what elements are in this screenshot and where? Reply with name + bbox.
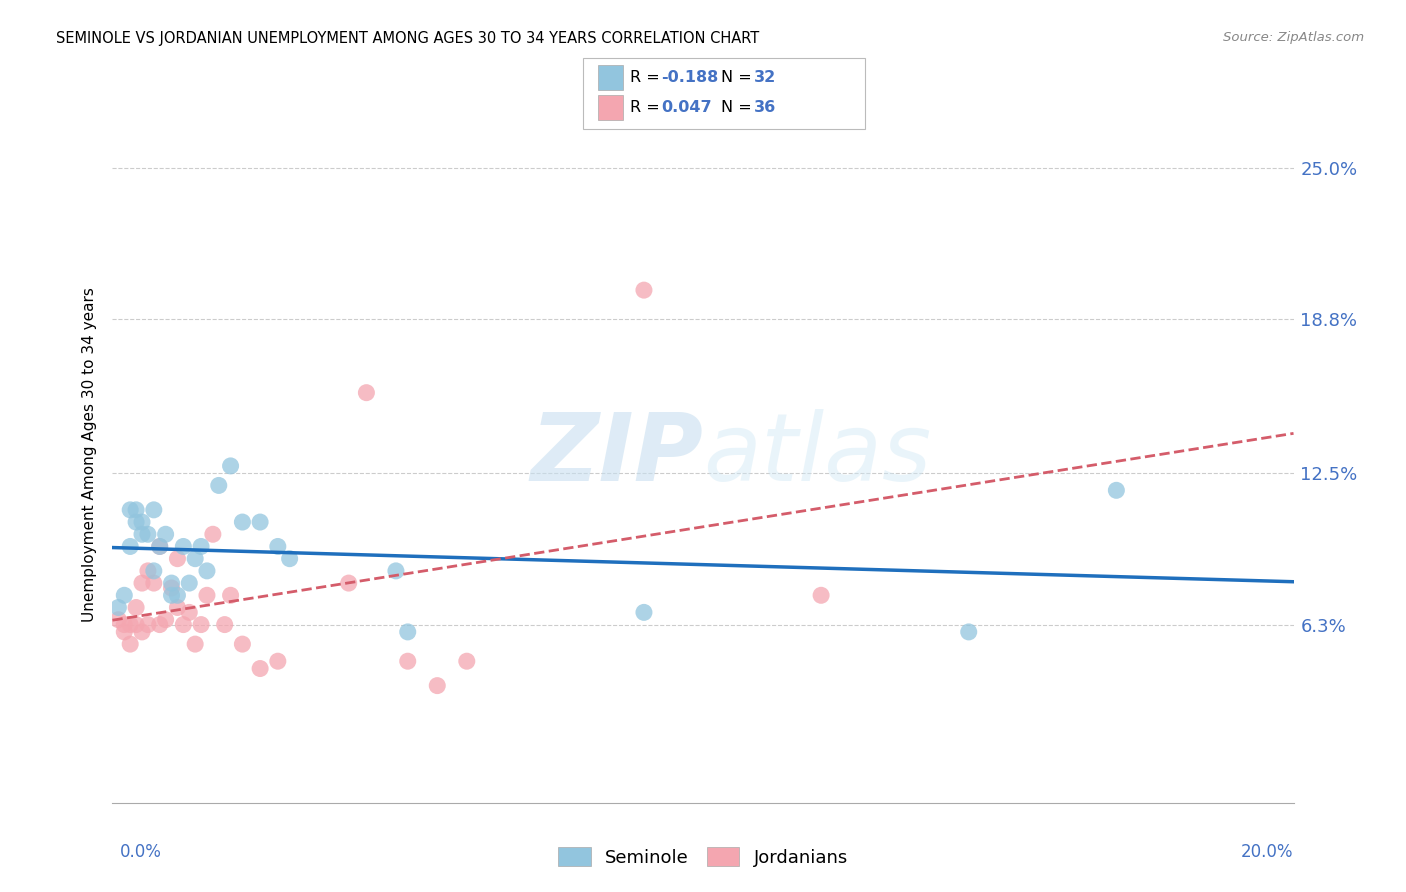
Y-axis label: Unemployment Among Ages 30 to 34 years: Unemployment Among Ages 30 to 34 years (82, 287, 97, 623)
Point (184, 551, 207, 566)
Point (201, 527, 224, 541)
Point (195, 588, 218, 602)
Text: R =: R = (630, 70, 665, 85)
Point (267, 654, 290, 668)
Point (131, 527, 153, 541)
Point (214, 617, 236, 632)
Point (179, 576, 201, 591)
Point (136, 564, 159, 578)
Point (131, 515, 153, 529)
Point (179, 606, 201, 620)
Point (219, 458, 242, 473)
Point (172, 617, 194, 632)
Point (267, 540, 290, 554)
Point (633, 606, 655, 620)
Point (208, 478, 231, 492)
Point (810, 588, 832, 602)
Point (231, 637, 253, 651)
Point (231, 515, 253, 529)
Point (160, 581, 183, 595)
Point (385, 564, 408, 578)
Point (195, 564, 218, 578)
Point (172, 540, 194, 554)
Point (142, 564, 165, 578)
Text: -0.188: -0.188 (661, 70, 718, 85)
Point (107, 613, 129, 627)
Text: atlas: atlas (703, 409, 931, 500)
Text: ZIP: ZIP (530, 409, 703, 501)
Point (142, 503, 165, 517)
Point (456, 654, 478, 668)
Point (219, 588, 242, 602)
Text: 0.047: 0.047 (661, 101, 711, 115)
Point (125, 617, 148, 632)
Point (356, 385, 378, 400)
Legend: Seminole, Jordanians: Seminole, Jordanians (551, 840, 855, 874)
Point (249, 515, 271, 529)
Point (131, 576, 153, 591)
Point (112, 617, 135, 632)
Point (107, 600, 129, 615)
Text: R =: R = (630, 101, 665, 115)
Text: 20.0%: 20.0% (1241, 843, 1294, 861)
Point (149, 540, 172, 554)
Point (184, 637, 207, 651)
Point (160, 588, 183, 602)
Point (166, 588, 188, 602)
Point (149, 617, 172, 632)
Point (131, 624, 153, 639)
Point (160, 576, 183, 591)
Text: 0.0%: 0.0% (120, 843, 162, 861)
Point (957, 624, 980, 639)
Point (136, 527, 159, 541)
Point (155, 527, 177, 541)
Point (426, 679, 449, 693)
Point (125, 600, 148, 615)
Point (120, 637, 142, 651)
Point (190, 617, 212, 632)
Text: Source: ZipAtlas.com: Source: ZipAtlas.com (1223, 31, 1364, 45)
Point (125, 503, 148, 517)
Point (120, 540, 142, 554)
Point (136, 617, 159, 632)
Text: N =: N = (721, 101, 758, 115)
Point (396, 624, 419, 639)
Point (142, 576, 165, 591)
Point (1105, 483, 1128, 498)
Point (166, 551, 188, 566)
Point (120, 503, 142, 517)
Point (149, 540, 172, 554)
Text: 36: 36 (754, 101, 776, 115)
Point (190, 540, 212, 554)
Text: 32: 32 (754, 70, 776, 85)
Point (396, 654, 419, 668)
Text: N =: N = (721, 70, 758, 85)
Point (155, 613, 177, 627)
Point (633, 283, 655, 297)
Point (166, 600, 188, 615)
Point (337, 576, 360, 591)
Point (112, 624, 135, 639)
Point (120, 617, 142, 632)
Point (125, 515, 148, 529)
Point (278, 551, 301, 566)
Point (249, 661, 271, 675)
Text: SEMINOLE VS JORDANIAN UNEMPLOYMENT AMONG AGES 30 TO 34 YEARS CORRELATION CHART: SEMINOLE VS JORDANIAN UNEMPLOYMENT AMONG… (56, 31, 759, 46)
Point (112, 588, 135, 602)
